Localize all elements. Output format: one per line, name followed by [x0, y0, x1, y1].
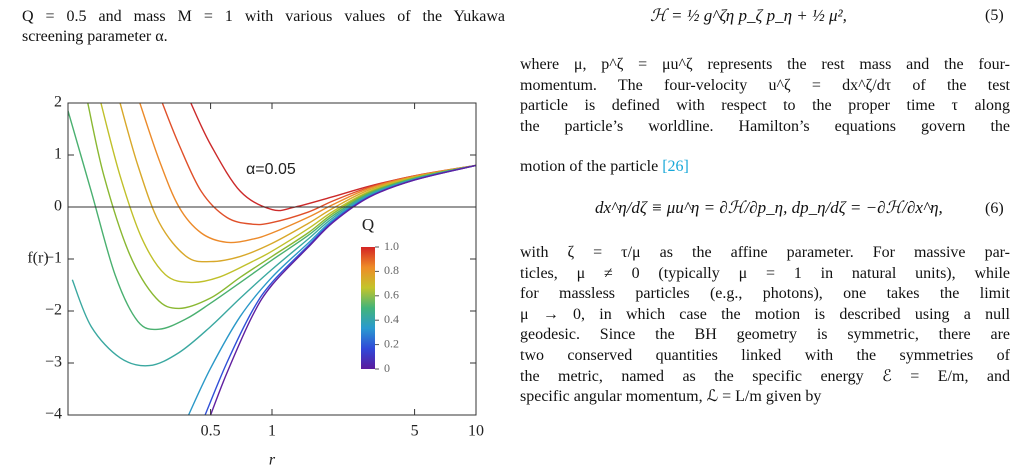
chart: −4 −3 −2 −1 0 1 2 0.5 1 5 10 f(r) r α=0.05 Q 0 0.2 0.4 0.6… [27, 94, 484, 469]
text-line: specific angular momentum, ℒ = L/m given… [520, 388, 822, 406]
text-line: motion of the particle [26] [520, 157, 689, 177]
citation[interactable]: [26] [662, 158, 689, 175]
colorbar-tick-label: 0.8 [384, 263, 399, 277]
y-tick-label: −1 [45, 250, 62, 267]
curve [187, 164, 476, 415]
colorbar-tick-label: 0.6 [384, 288, 399, 302]
text-line: with ζ = τ/μ as the affine parameter. Fo… [520, 244, 1010, 261]
curve [161, 103, 476, 226]
y-tick-label: 0 [54, 198, 62, 215]
equation-number: (6) [985, 200, 1004, 217]
x-tick-label: 0.5 [201, 423, 221, 440]
curve [119, 103, 476, 263]
text-line: where μ, p^ζ = μu^ζ represents the rest … [520, 56, 1010, 73]
x-tick-label: 10 [468, 423, 484, 440]
equation-5: ℋ = ½ g^ζη p_ζ p_η + ½ μ², [650, 6, 847, 25]
colorbar-tick-label: 0 [384, 361, 390, 375]
text-line: momentum. The four-velocity u^ζ = dx^ζ/d… [520, 76, 1010, 94]
text-line: particle is defined with respect to the … [520, 97, 1010, 114]
colorbar-label: Q [362, 215, 374, 234]
colorbar-tick-label: 1.0 [384, 239, 399, 253]
text-line: screening parameter α. [22, 28, 168, 45]
x-tick-label: 1 [268, 423, 276, 440]
equation-6: dx^η/dζ ≡ μu^η = ∂ℋ/∂p_η, dp_η/dζ = −∂ℋ/… [595, 198, 943, 217]
text: motion of the particle [520, 158, 663, 175]
y-tick-label: −2 [45, 302, 62, 319]
curve [204, 164, 476, 415]
annotation: α=0.05 [246, 161, 296, 178]
curve [68, 110, 476, 331]
y-axis-label: f(r) [27, 250, 48, 267]
colorbar-tick-label: 0.2 [384, 336, 399, 350]
text-line: two conserved quantities linked with the… [520, 347, 1010, 364]
y-tick-label: 2 [54, 94, 62, 111]
text-line: the particle’s worldline. Hamilton’s equ… [520, 117, 1010, 135]
y-tick-label: −3 [45, 354, 62, 371]
curve [139, 103, 476, 244]
text-line: ticles, μ ≠ 0 (typically μ = 1 in natura… [520, 264, 1010, 282]
curve [209, 164, 476, 415]
text-line: for massless particles (e.g., photons), … [520, 285, 1010, 303]
colorbar [361, 247, 375, 369]
text-line: Q = 0.5 and mass M = 1 with various valu… [22, 8, 505, 25]
y-tick-label: 1 [54, 146, 62, 163]
x-axis-label: r [269, 452, 276, 469]
equation-number: (5) [985, 7, 1004, 24]
curve [87, 103, 476, 310]
curve [71, 164, 476, 367]
text-line: geodesic. Since the BH geometry is symme… [520, 326, 1010, 344]
colorbar-tick-label: 0.4 [384, 312, 399, 326]
curves [68, 103, 476, 415]
curve [100, 103, 476, 284]
text-line: μ → 0, in which case the motion is descr… [520, 305, 1010, 323]
text-line: the metric, named as the specific energy… [520, 367, 1010, 385]
plot-frame [67, 102, 477, 416]
y-tick-label: −4 [45, 406, 62, 423]
curve [190, 103, 476, 212]
x-tick-label: 5 [411, 423, 419, 440]
